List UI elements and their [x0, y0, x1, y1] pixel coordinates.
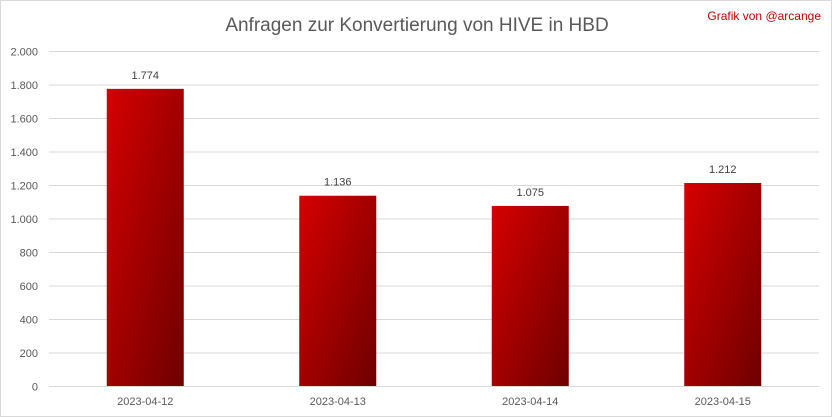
y-tick-label: 400	[20, 315, 38, 327]
y-tick-label: 1.000	[10, 214, 38, 226]
bar-value-label: 1.136	[324, 177, 352, 189]
bar-value-label: 1.075	[516, 187, 544, 199]
bar-value-label: 1.774	[131, 70, 159, 82]
x-tick-label: 2023-04-12	[117, 396, 173, 408]
x-tick-label: 2023-04-14	[502, 396, 558, 408]
y-tick-label: 1.800	[10, 80, 38, 92]
x-tick-label: 2023-04-15	[695, 396, 751, 408]
bars	[106, 88, 762, 386]
y-tick-label: 200	[20, 348, 38, 360]
x-tick-label: 2023-04-13	[310, 396, 366, 408]
bar	[491, 205, 569, 386]
chart-title: Anfragen zur Konvertierung von HIVE in H…	[225, 15, 609, 36]
y-tick-label: 2.000	[10, 47, 38, 59]
bar-value-label: 1.212	[709, 164, 737, 176]
y-tick-label: 1.600	[10, 114, 38, 126]
x-axis-ticks: 2023-04-12 2023-04-13 2023-04-14 2023-04-15	[117, 396, 751, 408]
y-tick-label: 1.400	[10, 147, 38, 159]
chart-credit: Grafik von @arcange	[707, 9, 821, 23]
y-tick-label: 800	[20, 248, 38, 260]
y-tick-label: 0	[32, 382, 38, 394]
y-tick-label: 1.200	[10, 181, 38, 193]
y-axis-ticks: 0 200 400 600 800 1.000 1.200 1.400 1.600 1.800 2.…	[10, 47, 38, 394]
bar	[106, 88, 184, 386]
data-labels: 1.774 1.136 1.075 1.212	[131, 70, 736, 199]
y-tick-label: 600	[20, 281, 38, 293]
bar	[684, 182, 762, 386]
bar	[299, 195, 377, 386]
